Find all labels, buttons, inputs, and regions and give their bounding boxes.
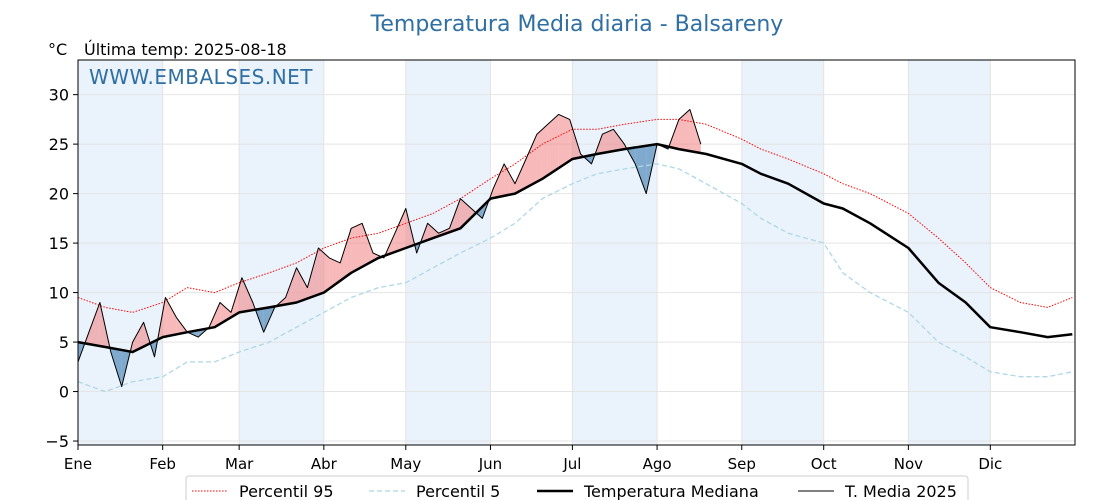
grid-lines [77,60,1075,445]
watermark: WWW.EMBALSES.NET [89,65,313,89]
fill-above-median [362,223,374,267]
fill-above-median [307,248,319,299]
month-bands [78,60,991,445]
y-tick-label: 0 [59,383,69,402]
fill-above-median [318,248,330,295]
fill-above-median [329,257,341,289]
x-tick-label-jul: Jul [562,455,581,473]
legend-label-1: Percentil 95 [239,482,334,500]
y-tick-label: 5 [59,333,69,352]
last-temp-label: Última temp: 2025-08-18 [84,40,287,59]
fill-above-median [547,114,559,176]
fill-above-median [536,124,548,182]
unit-label: °C [48,40,67,59]
fill-above-median [285,267,297,305]
fill-above-median [165,297,177,337]
series-line-t-media-2025 [77,109,702,388]
legend: Percentil 95 Percentil 5 Temperatura Media… [185,475,969,500]
x-tick-label-ene: Ene [64,455,92,473]
fill-above-median [504,163,516,196]
y-tick-label: 10 [49,284,69,303]
fill-above-median [132,322,144,352]
legend-label-2: Percentil 5 [416,482,500,500]
y-tick-label: 25 [49,135,69,154]
x-tick-label-ago: Ago [643,455,672,473]
x-tick-label-dic: Dic [978,455,1002,473]
fill-above-median [525,134,537,188]
legend-label-4: T. Media 2025 [844,482,957,500]
fill-above-median [602,129,614,154]
x-tick-label-jun: Jun [478,455,502,473]
x-tick-label-abr: Abr [311,455,338,473]
month-band-may [405,60,491,445]
x-tick-label-oct: Oct [811,455,837,473]
chart-title: Temperatura Media diaria - Balsareny [370,12,784,37]
y-tick-label: 30 [49,86,69,105]
y-axis-ticks: −5 0 5 10 15 20 25 30 [45,86,78,451]
y-tick-label: 20 [49,185,69,204]
fill-above-median [351,223,363,273]
fill-above-median [678,109,690,152]
legend-box [185,475,969,500]
month-band-ene [78,60,163,445]
month-band-sep [741,60,824,445]
fill-above-median [241,277,253,312]
fill-above-median [689,109,701,154]
y-tick-label: −5 [45,432,69,451]
x-tick-label-may: May [390,455,421,473]
x-tick-label-nov: Nov [894,455,923,473]
x-tick-label-feb: Feb [149,455,176,473]
x-tick-label-mar: Mar [225,455,254,473]
fill-above-median [88,302,100,347]
fill-above-median [515,158,526,194]
month-band-nov [908,60,991,445]
fill-above-median [613,129,625,152]
fill-below-median [635,145,647,194]
x-tick-label-sep: Sep [728,455,756,473]
fill-above-median [340,228,352,281]
series-line-percentil-5 [77,163,1073,393]
series-lines [77,109,1073,393]
fill-above-median [558,114,570,168]
fill-above-median [493,163,505,199]
fill-above-median [296,267,308,303]
x-axis-ticks: Ene Feb Mar Abr May Jun Jul Ago Sep Oct Nov Dic [64,445,1002,473]
y-tick-label: 15 [49,234,69,253]
month-band-mar [239,60,324,445]
fill-above-median [394,208,406,253]
series-line-temperatura-mediana [77,142,1073,354]
month-band-jul [572,60,658,445]
plot-frame [77,59,1076,446]
legend-label-3: Temperatura Mediana [583,482,759,500]
